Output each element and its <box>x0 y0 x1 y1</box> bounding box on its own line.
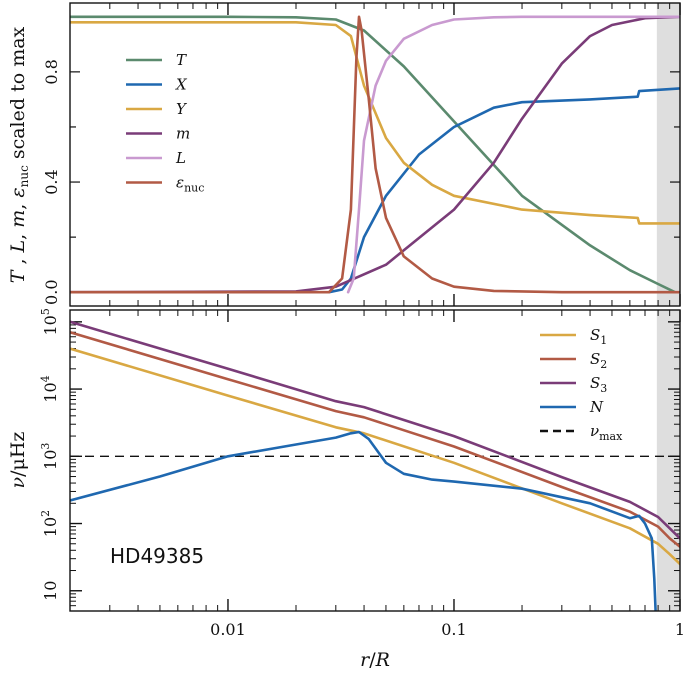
top-series-t <box>70 15 677 294</box>
top-series-l <box>346 15 680 294</box>
bottom-y-tick-label: 10 <box>41 581 60 601</box>
bottom-y-tick-label: 105 <box>39 308 60 335</box>
bottom-legend-label: S1 <box>590 326 607 347</box>
bottom-axes-frame <box>69 309 681 612</box>
bottom-legend-label: S3 <box>590 374 607 395</box>
bottom-series-n <box>70 430 657 611</box>
bottom-legend-label: S2 <box>590 350 607 371</box>
bottom-y-tick-label: 103 <box>39 443 60 470</box>
top-y-axis-title: T , L, m, εnuc scaled to max <box>7 26 31 283</box>
bottom-legend-label: νmax <box>590 422 623 443</box>
bottom-y-tick-label: 104 <box>39 375 60 402</box>
top-series-m <box>70 15 680 294</box>
x-tick-label: 1 <box>675 620 683 639</box>
bottom-series-s3 <box>70 320 680 540</box>
bottom-y-tick-label: 102 <box>39 510 60 537</box>
bottom-legend-label: N <box>589 398 604 416</box>
top-legend-label: X <box>175 76 188 94</box>
top-series <box>70 15 680 294</box>
bottom-series-s2 <box>70 331 680 549</box>
top-legend-label: T <box>176 51 187 69</box>
top-series-eps-nuc <box>70 15 680 294</box>
top-axes-frame <box>69 2 681 307</box>
x-tick-label: 0.1 <box>441 620 466 639</box>
bottom-shaded-region <box>656 310 680 611</box>
top-y-tick-label: 0.4 <box>42 169 61 194</box>
top-legend-label: L <box>175 149 186 167</box>
top-legend-label: Y <box>176 100 188 118</box>
bottom-ticks: 0.01 0.1 1 10 102 103 104 105 <box>39 308 683 639</box>
bottom-y-axis-title: ν/μHz <box>7 432 29 489</box>
x-axis-title: r/R <box>360 649 390 671</box>
top-y-tick-label: 0.8 <box>42 59 61 84</box>
top-legend-label: m <box>176 125 190 143</box>
top-legend-label: εnuc <box>176 174 204 195</box>
x-tick-label: 0.01 <box>210 620 246 639</box>
top-ticks: 0.0 0.4 0.8 <box>42 3 681 306</box>
star-name-annotation: HD49385 <box>110 544 204 568</box>
bottom-series-s1 <box>70 347 680 566</box>
bottom-series <box>70 320 680 611</box>
top-series-y <box>70 21 680 225</box>
top-y-tick-label: 0.0 <box>42 280 61 305</box>
top-series-x <box>327 87 680 294</box>
top-shaded-region <box>656 3 680 306</box>
